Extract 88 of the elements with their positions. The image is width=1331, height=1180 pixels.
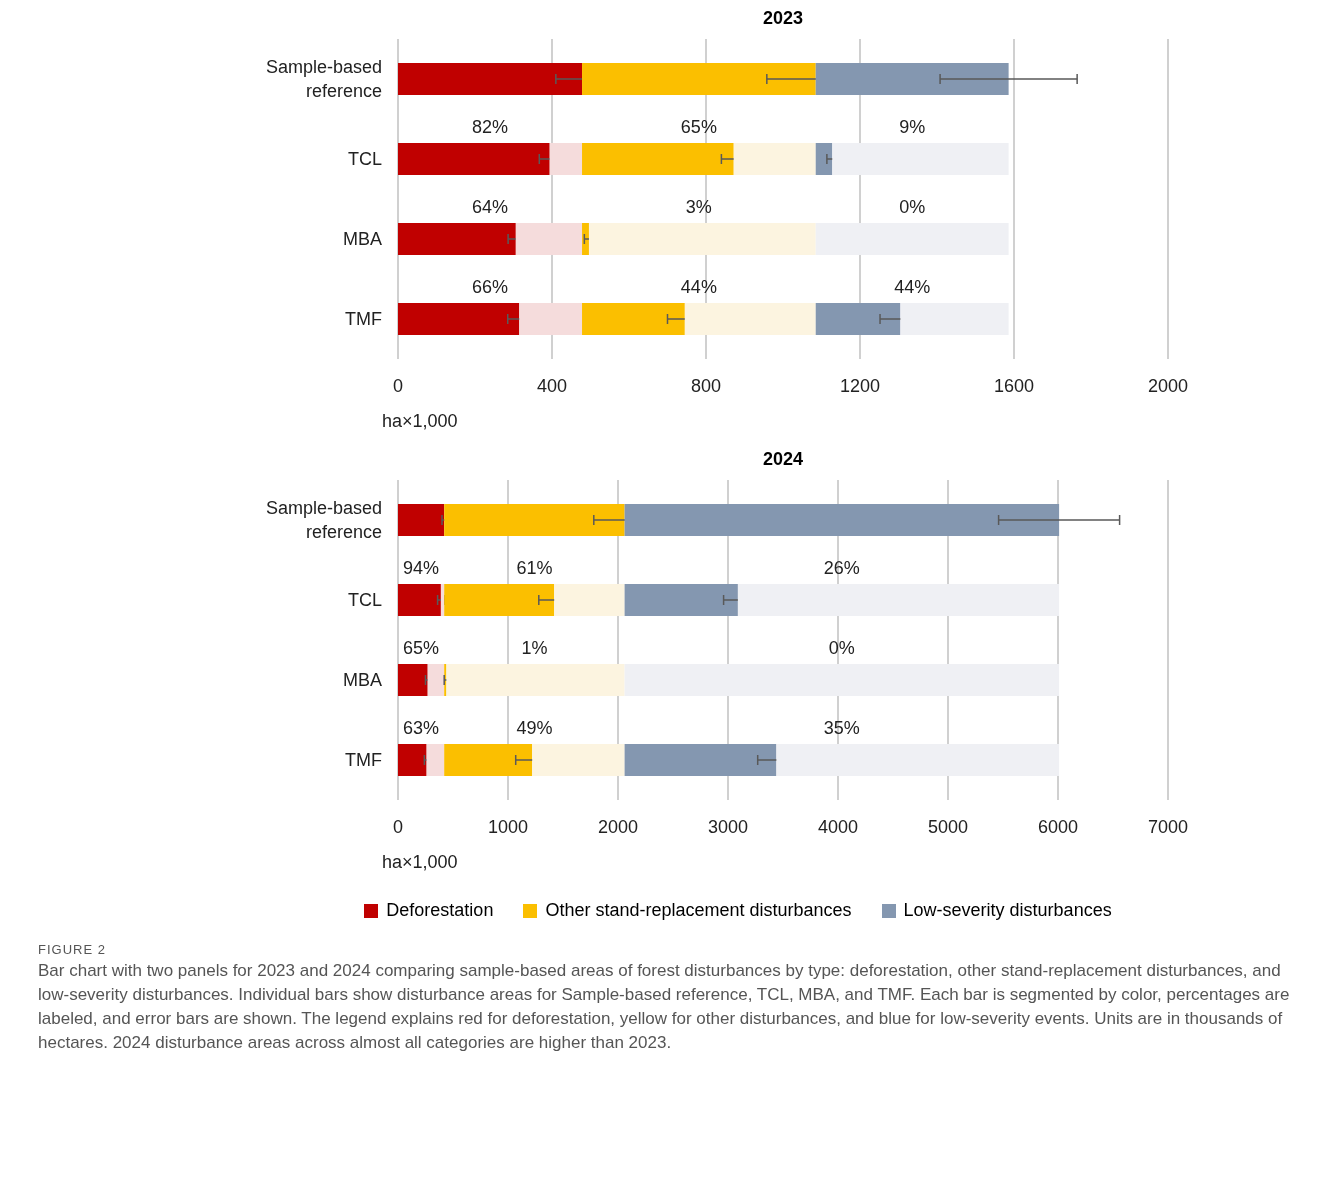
- y-tick-label: TMF: [345, 309, 382, 329]
- bar: [624, 504, 1060, 536]
- y-tick-label: TMF: [345, 750, 382, 770]
- annotation: 0%: [828, 638, 855, 658]
- bar: [398, 303, 520, 335]
- annotation: 35%: [823, 718, 860, 738]
- bar: [532, 744, 625, 776]
- x-tick-label: 2000: [597, 816, 639, 837]
- annotation: 9%: [899, 117, 926, 137]
- y-tick-label: Sample-based reference: [265, 498, 382, 542]
- x-tick-label: 0: [392, 375, 404, 396]
- x-tick-label: 5000: [927, 816, 969, 837]
- x-tick-label: 400: [536, 375, 568, 396]
- bar: [737, 584, 1060, 616]
- annotation: 49%: [516, 718, 553, 738]
- annotation: 65%: [680, 117, 717, 137]
- annotation: 3%: [685, 197, 712, 217]
- bar: [815, 303, 901, 335]
- bar: [444, 744, 533, 776]
- annotation: 1%: [521, 638, 548, 658]
- bar: [398, 664, 428, 696]
- bar: [815, 143, 833, 175]
- annotation: 64%: [472, 197, 509, 217]
- bar: [624, 744, 777, 776]
- bar: [733, 143, 816, 175]
- y-tick-label: TCL: [347, 590, 382, 610]
- bar: [582, 223, 589, 255]
- legend-label: Low-severity disturbances: [902, 900, 1112, 921]
- x-tick-label: 6000: [1037, 816, 1079, 837]
- text: Bar chart with two panels for 2023 and 2024 comparing sample-based areas of forest disturbances by type: deforestation, other stand-replacement disturbances, and low-severity disturbances. Individual bars show disturbance areas for Sample-based reference, TCL, MBA, and TMF. Each bar is segmented by color, percentages are labeled, and error bars are shown. The legend explains red for deforestation, yellow for other disturbances, and blue for low-severity events. Units are in thousands of hectares. 2024 disturbance areas across almost all categories are higher than 2023.: [38, 960, 1291, 1054]
- bar: [444, 504, 625, 536]
- bar: [582, 143, 734, 175]
- annotation: 44%: [894, 277, 931, 297]
- bar: [776, 744, 1060, 776]
- bar: [624, 584, 738, 616]
- annotation: 0%: [899, 197, 926, 217]
- annotation: 61%: [516, 558, 553, 578]
- bar: [398, 63, 583, 95]
- bar: [427, 664, 445, 696]
- x-axis-title: ha×1,000: [382, 852, 458, 872]
- bar: [398, 223, 516, 255]
- chart-title: 2024: [761, 449, 804, 470]
- bar: [549, 143, 583, 175]
- x-tick-label: 1600: [993, 375, 1035, 396]
- bar: [446, 664, 625, 696]
- annotation: 26%: [823, 558, 860, 578]
- bar: [832, 143, 1009, 175]
- x-tick-label: 2000: [1147, 375, 1189, 396]
- x-tick-label: 1200: [839, 375, 881, 396]
- y-tick-label: MBA: [342, 229, 382, 249]
- bar: [684, 303, 816, 335]
- annotation: 82%: [472, 117, 509, 137]
- annotation: 65%: [403, 638, 440, 658]
- x-tick-label: 7000: [1147, 816, 1189, 837]
- bar: [588, 223, 816, 255]
- bar: [582, 303, 685, 335]
- x-axis-title: ha×1,000: [382, 411, 458, 431]
- bar: [440, 584, 445, 616]
- bar: [815, 223, 1009, 255]
- bar: [624, 664, 1060, 696]
- x-tick-label: 1000: [487, 816, 529, 837]
- bar: [398, 584, 441, 616]
- bar: [398, 504, 445, 536]
- annotation: 94%: [403, 558, 440, 578]
- y-tick-label: Sample-based reference: [265, 57, 382, 101]
- annotation: 66%: [472, 277, 509, 297]
- annotation: 63%: [403, 718, 440, 738]
- bar: [815, 63, 1009, 95]
- bar: [398, 744, 427, 776]
- legend-label: Other stand-replacement disturbances: [544, 900, 852, 921]
- chart-title: 2023: [761, 8, 804, 29]
- x-tick-label: 0: [392, 816, 404, 837]
- y-tick-label: TCL: [347, 149, 382, 169]
- legend-label: Deforestation: [385, 900, 494, 921]
- bar: [426, 744, 445, 776]
- x-tick-label: 4000: [817, 816, 859, 837]
- bar: [515, 223, 583, 255]
- x-tick-label: 800: [690, 375, 722, 396]
- caption: FIGURE 2: [38, 941, 107, 959]
- bar: [900, 303, 1009, 335]
- x-tick-label: 3000: [707, 816, 749, 837]
- bar: [398, 143, 550, 175]
- y-tick-label: MBA: [342, 670, 382, 690]
- bar: [554, 584, 625, 616]
- annotation: 44%: [680, 277, 717, 297]
- bar: [519, 303, 583, 335]
- bar: [582, 63, 816, 95]
- bar: [444, 584, 555, 616]
